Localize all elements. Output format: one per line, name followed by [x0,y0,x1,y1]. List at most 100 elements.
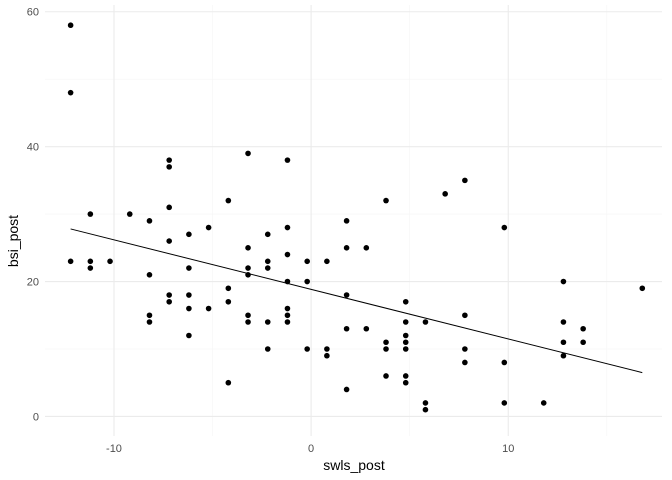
data-point [87,258,94,265]
data-point [422,400,429,406]
data-point [343,386,350,393]
data-point [146,312,153,319]
data-point [166,292,172,298]
data-point [284,305,291,312]
data-point [560,278,567,285]
data-point [67,258,74,265]
data-point [402,332,409,339]
data-point [383,346,389,352]
data-point [383,197,389,204]
data-point [304,258,310,265]
data-point [324,352,330,359]
grid [45,5,662,436]
y-tick-label: 60 [27,7,39,19]
data-point [225,298,232,305]
data-point [284,157,291,163]
data-point [264,231,271,238]
data-point [422,319,429,325]
data-point [126,211,133,217]
x-tick-labels: -10 0 10 [106,443,514,455]
data-point [87,265,94,271]
data-point [462,177,468,184]
y-tick-label: 20 [27,277,39,289]
data-point [560,352,567,359]
data-point [245,271,251,278]
data-point [205,305,212,312]
data-point [146,218,153,224]
data-point [580,339,586,346]
data-point [462,312,468,319]
data-point [324,258,330,265]
data-point [186,292,192,298]
data-point [245,312,251,319]
data-point [166,157,172,163]
data-point [402,346,409,352]
data-point [186,231,192,238]
data-point [462,346,468,352]
fit-line [70,228,643,374]
data-point [540,400,547,406]
data-point [186,265,192,271]
data-point [245,265,251,271]
data-point [501,400,508,406]
data-point [402,373,409,379]
data-point [383,373,389,379]
data-point [166,204,172,211]
data-point [166,238,172,244]
data-point [186,305,192,312]
data-point [639,285,646,292]
data-point [225,285,232,292]
data-point [146,319,153,325]
data-point [186,332,192,339]
data-point [580,325,586,332]
data-point [225,197,232,204]
data-point [422,406,429,413]
data-point [343,245,350,251]
y-axis-title: bsi_post [5,215,21,267]
y-tick-label: 40 [27,142,39,154]
data-point [501,359,508,366]
data-point [560,339,567,346]
x-tick-label: -10 [106,443,122,455]
data-point [343,325,350,332]
data-point [264,265,271,271]
data-point [146,271,153,278]
x-axis-title: swls_post [323,457,385,473]
data-point [402,298,409,305]
y-tick-labels: 0 20 40 60 [27,7,39,424]
data-point [343,218,350,224]
data-point [501,224,508,231]
data-point [343,292,350,298]
data-point [245,150,251,157]
data-point [284,312,291,319]
data-point [264,346,271,352]
data-point [264,258,271,265]
data-point [363,245,370,251]
data-point [87,211,94,217]
data-point [402,379,409,386]
data-point [166,298,172,305]
data-point [284,278,291,285]
data-point [402,319,409,325]
data-point [560,319,567,325]
data-point [284,251,291,258]
data-point [304,278,310,285]
data-point [205,224,212,231]
fit-line-layer [70,228,643,374]
data-point [225,379,232,386]
data-point [67,89,74,96]
x-tick-label: 0 [308,443,314,455]
data-point [442,191,448,197]
y-tick-label: 0 [33,411,39,423]
data-point [363,325,370,332]
data-point [245,319,251,325]
data-point [462,359,468,366]
data-point [67,22,74,29]
data-point [284,319,291,325]
data-point [383,339,389,346]
data-point [402,339,409,346]
data-point [284,224,291,231]
x-tick-label: 10 [502,443,514,455]
data-point [304,346,310,352]
